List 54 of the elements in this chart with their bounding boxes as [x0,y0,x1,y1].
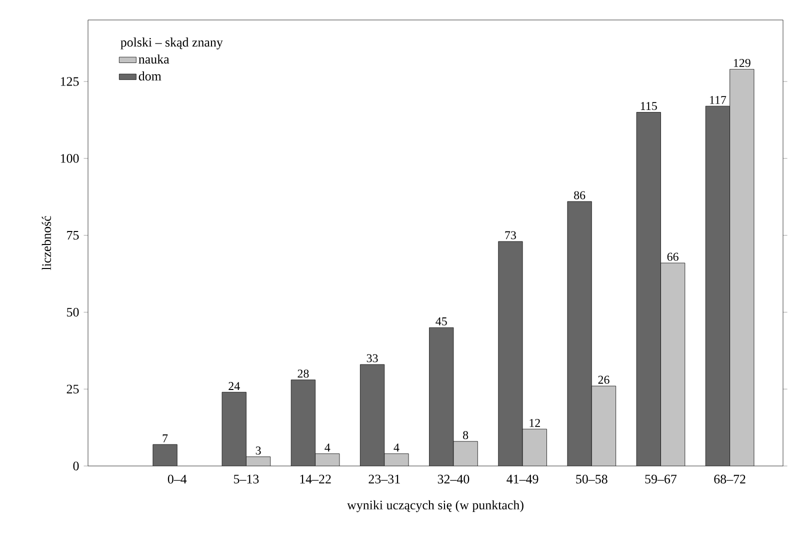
bar [222,392,246,466]
data-label: 26 [598,376,610,384]
x-tick-label: 59–67 [645,474,677,484]
bar [291,380,316,466]
x-tick-label: 14–22 [300,474,331,484]
bar [498,241,523,466]
x-tick-label: 32–40 [438,474,470,484]
data-label: 115 [640,102,657,110]
y-tick-label: 100 [60,154,79,163]
data-label: 3 [256,446,261,455]
bar [315,454,340,466]
x-tick-label: 50–58 [576,474,608,484]
bar [567,201,592,466]
data-label: 4 [394,444,400,452]
bar [730,69,754,466]
x-tick-label: 68–72 [714,474,746,484]
bar [246,456,270,466]
y-tick-label: 125 [60,77,79,86]
legend-title: polski – skąd znany [120,38,223,50]
bar [360,364,384,466]
legend-label: nauka [138,54,170,64]
data-label: 45 [436,317,447,326]
data-label: 33 [366,354,378,362]
bar [660,262,685,466]
x-tick-label: 41–49 [506,474,538,484]
bar [636,112,661,466]
data-label: 7 [162,434,168,442]
data-label: 73 [505,231,516,240]
data-label: 4 [324,444,330,452]
x-tick-label: 0–4 [168,474,187,484]
bar [592,386,616,466]
y-axis-title: liczebność [42,216,51,270]
data-label: 28 [298,370,309,378]
data-label: 12 [530,418,540,427]
y-tick-label: 75 [67,230,79,240]
x-axis-title: wyniki uczących się (w punktach) [347,500,524,512]
bar [522,429,547,466]
bar [384,454,409,466]
y-tick-label: 25 [66,384,79,394]
data-label: 129 [734,58,750,67]
x-tick-label: 23–31 [368,474,400,484]
data-label: 86 [574,191,586,200]
data-label: 117 [710,96,726,104]
y-tick-label: 50 [67,308,79,317]
bar [152,444,178,466]
data-label: 24 [228,382,240,390]
x-tick-label: 5–13 [234,474,259,484]
legend-label: dom [138,71,162,80]
bar [453,441,478,466]
y-tick-label: 0 [73,462,79,470]
bar [429,328,454,466]
data-label: 66 [667,252,678,261]
bar [705,106,730,466]
data-label: 8 [463,431,468,440]
